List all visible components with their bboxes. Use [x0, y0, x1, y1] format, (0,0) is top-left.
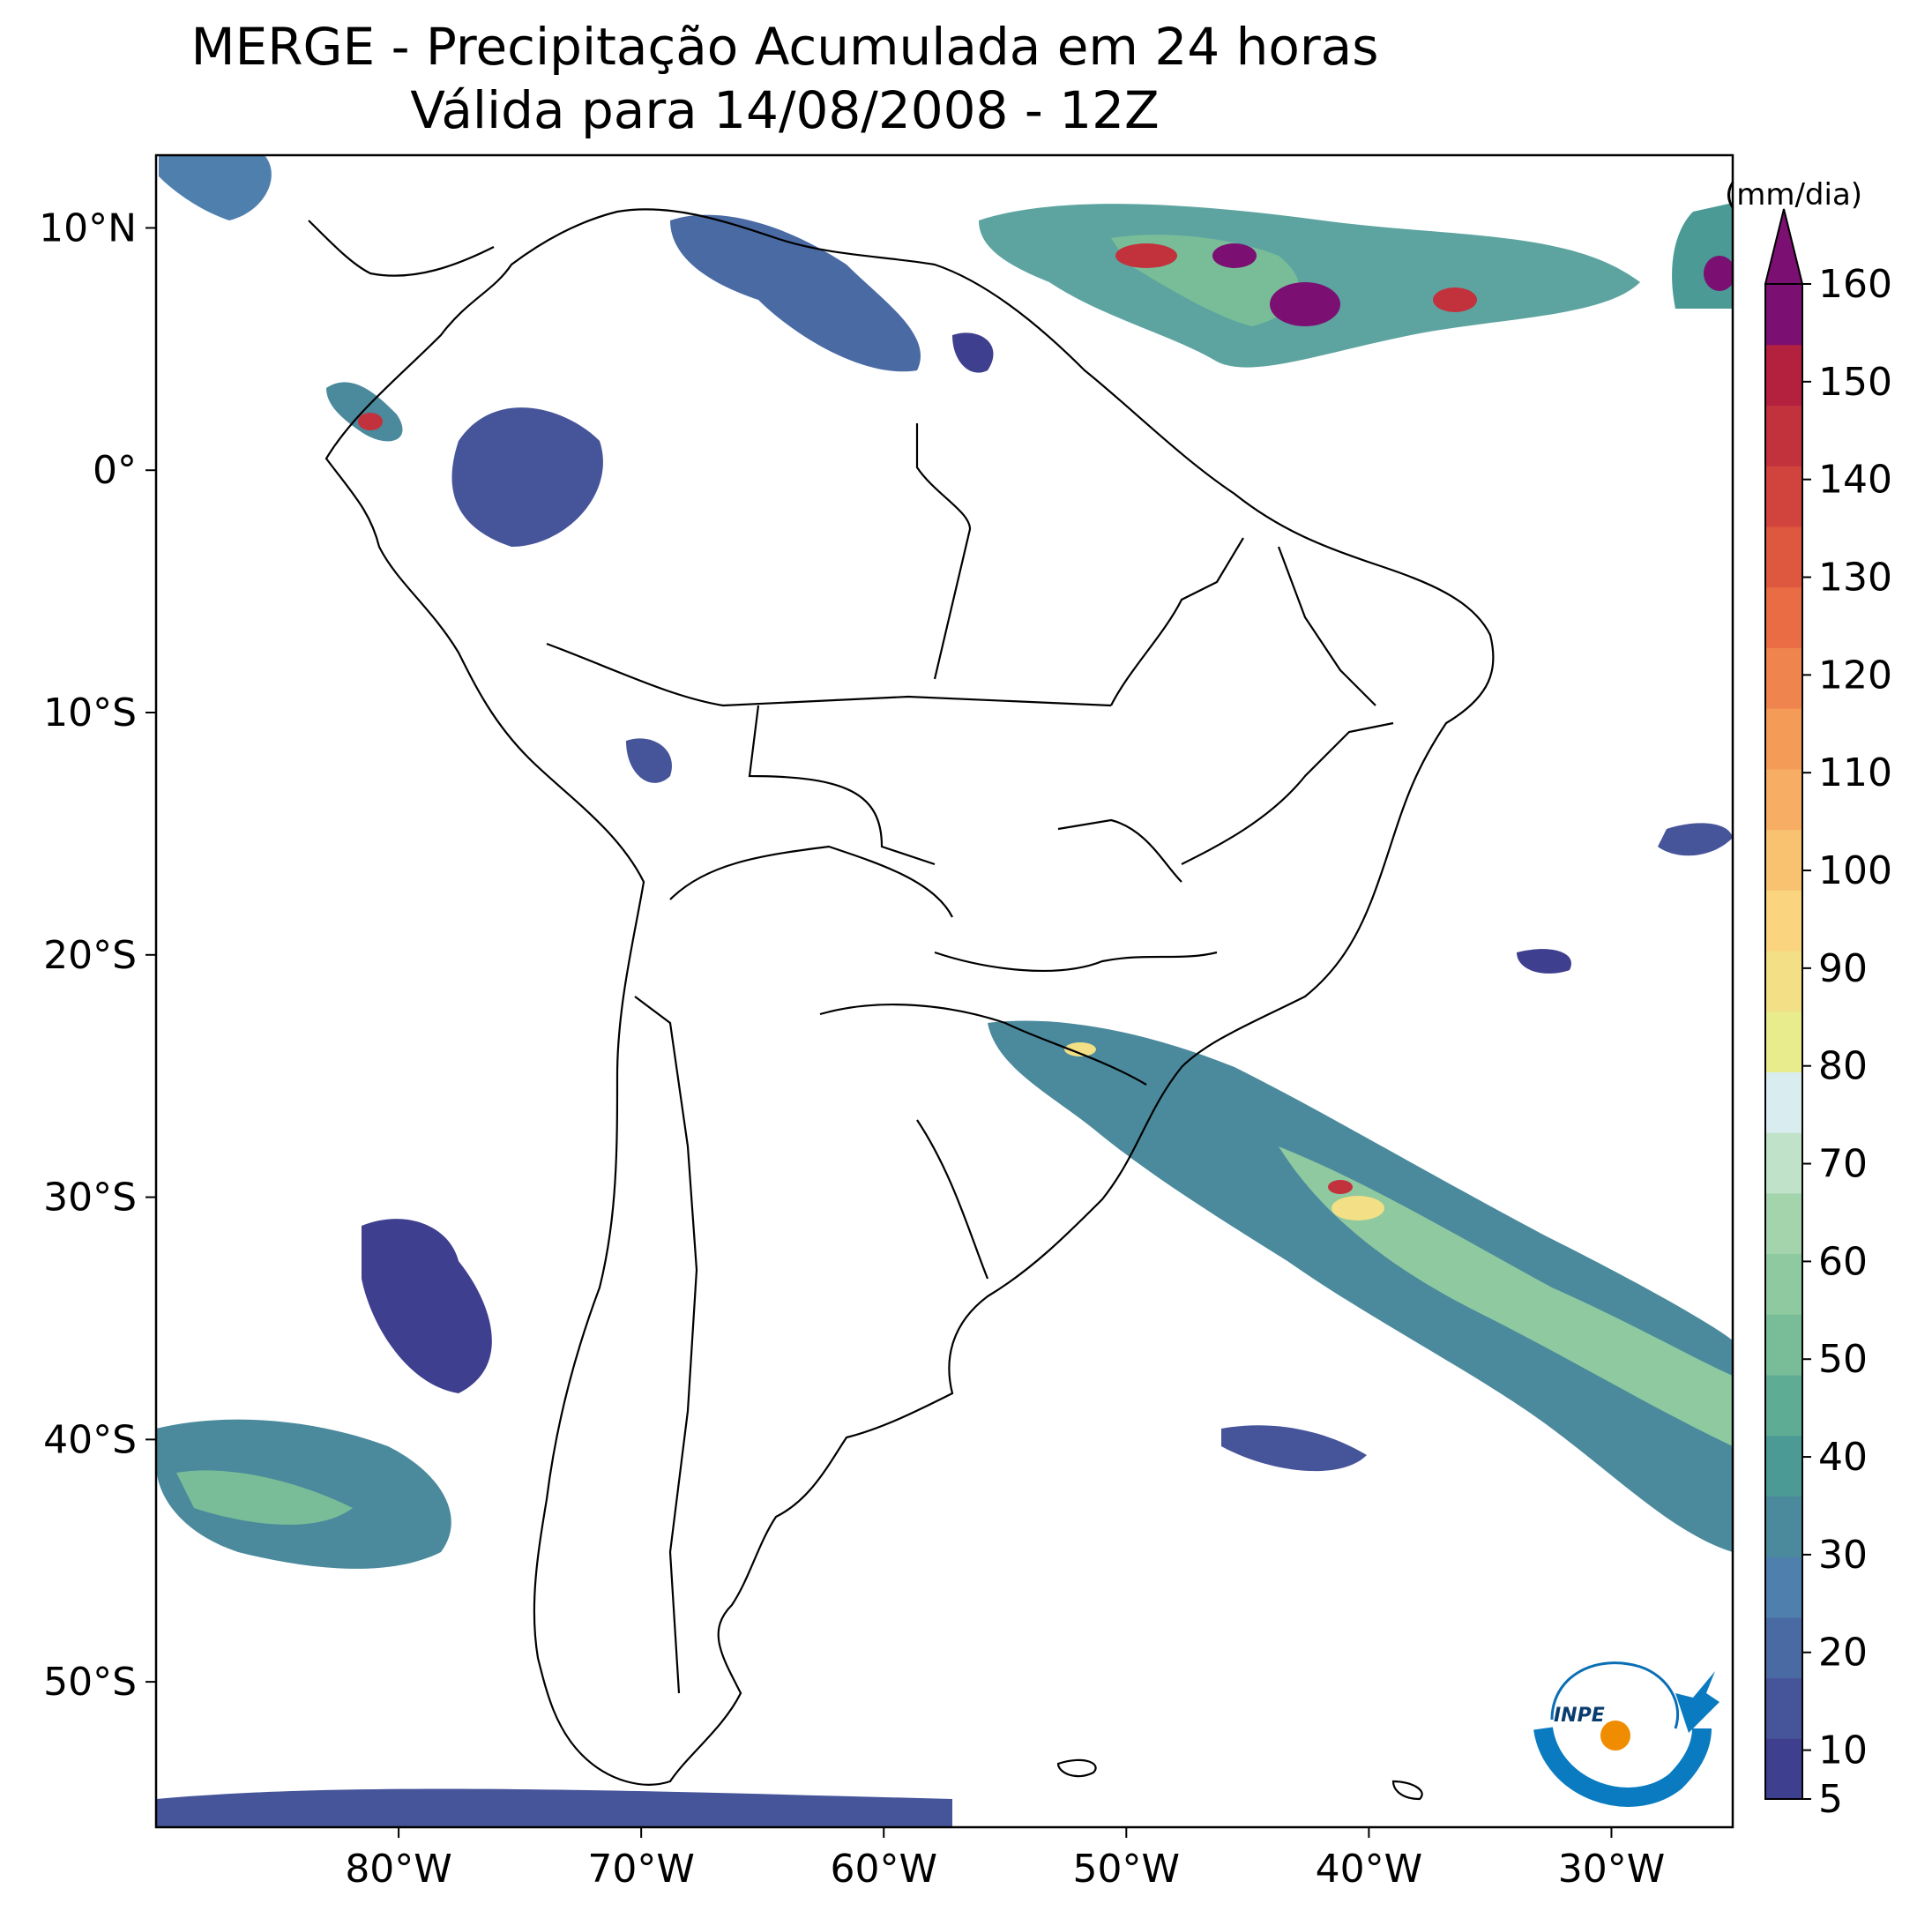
map-title-line1: MERGE - Precipitação Acumulada em 24 hor…	[190, 17, 1379, 77]
colorbar-units: (mm/dia)	[1725, 177, 1862, 213]
colorbar-segment	[1765, 1011, 1802, 1072]
axis-ticks: 80°W 70°W 60°W 50°W 40°W 30°W 10°N 0° 10°S 20°S 30…	[39, 205, 1665, 1892]
lat-tick-label: 50°S	[43, 1660, 137, 1705]
lat-tick-label: 30°S	[43, 1176, 137, 1221]
colorbar-segment	[1765, 829, 1802, 891]
colorbar-segment	[1765, 1192, 1802, 1255]
colorbar-segment	[1765, 1071, 1802, 1133]
map-title-line2: Válida para 14/08/2008 - 12Z	[410, 80, 1160, 140]
colorbar-segment	[1765, 405, 1802, 467]
colorbar-segment	[1765, 708, 1802, 770]
colorbar-frame	[1764, 283, 1803, 1800]
lat-tick-label: 10°N	[39, 205, 137, 250]
colorbar-segment	[1765, 647, 1802, 709]
map-area	[156, 155, 1733, 1827]
lat-tick-label: 20°S	[43, 933, 137, 978]
colorbar-segment	[1765, 526, 1802, 588]
colorbar-segment	[1765, 1435, 1802, 1497]
colorbar-tick-label: 70	[1818, 1142, 1868, 1187]
colorbar-segment	[1765, 1496, 1802, 1557]
lat-tick-label: 0°	[93, 448, 137, 493]
inpe-logo-text: INPE	[1554, 1705, 1605, 1727]
colorbar-tick-label: 140	[1818, 458, 1892, 503]
lon-tick-label: 60°W	[830, 1847, 937, 1892]
lat-tick-label: 40°S	[43, 1417, 137, 1462]
colorbar-tick-label: 5	[1818, 1777, 1843, 1822]
colorbar-segment	[1765, 950, 1802, 1012]
lon-tick-label: 70°W	[587, 1847, 695, 1892]
colorbar-tick-label: 40	[1818, 1435, 1868, 1480]
precipitation-layer	[156, 155, 1733, 1827]
colorbar-tick-label: 10	[1818, 1728, 1868, 1773]
inpe-logo: INPE	[1533, 1661, 1719, 1807]
colorbar-tick-label: 120	[1818, 653, 1892, 698]
colorbar-tick-label: 80	[1818, 1044, 1868, 1089]
coastlines	[308, 208, 1495, 1801]
colorbar-segment	[1765, 1314, 1802, 1376]
lon-tick-label: 50°W	[1073, 1847, 1181, 1892]
lon-tick-label: 30°W	[1558, 1847, 1666, 1892]
lon-tick-label: 40°W	[1316, 1847, 1423, 1892]
colorbar-tick-label: 160	[1818, 262, 1892, 307]
colorbar-segment	[1765, 1556, 1802, 1618]
colorbar-segment	[1765, 1738, 1802, 1800]
colorbar-tick-label: 30	[1818, 1533, 1868, 1578]
colorbar-tick-label: 110	[1818, 750, 1892, 795]
lon-tick-label: 80°W	[345, 1847, 452, 1892]
colorbar-segment	[1765, 768, 1802, 831]
colorbar: (mm/dia) 510 20 30 40 50 60 70 80 90 100 110 120 130…	[1725, 177, 1892, 1822]
colorbar-tick-label: 90	[1818, 946, 1868, 991]
colorbar-segment	[1765, 1677, 1802, 1739]
colorbar-segment	[1765, 890, 1802, 952]
colorbar-segment	[1765, 344, 1802, 407]
colorbar-tick-label: 130	[1818, 556, 1892, 601]
colorbar-segment	[1765, 1616, 1802, 1679]
colorbar-segment	[1765, 1253, 1802, 1315]
colorbar-segment	[1765, 1374, 1802, 1437]
colorbar-segment	[1765, 466, 1802, 527]
precip-region-front	[988, 1020, 1733, 1552]
colorbar-tick-label: 50	[1818, 1337, 1868, 1382]
colorbar-tick-label: 60	[1818, 1239, 1868, 1284]
colorbar-tick-label: 20	[1818, 1631, 1868, 1676]
colorbar-segment	[1765, 284, 1802, 346]
colorbar-segment	[1765, 1132, 1802, 1194]
colorbar-tick-label: 150	[1818, 360, 1892, 405]
colorbar-tick-label: 100	[1818, 848, 1892, 893]
colorbar-segment	[1765, 586, 1802, 648]
colorbar-extend-arrow	[1764, 208, 1804, 285]
lat-tick-label: 10°S	[43, 690, 137, 735]
